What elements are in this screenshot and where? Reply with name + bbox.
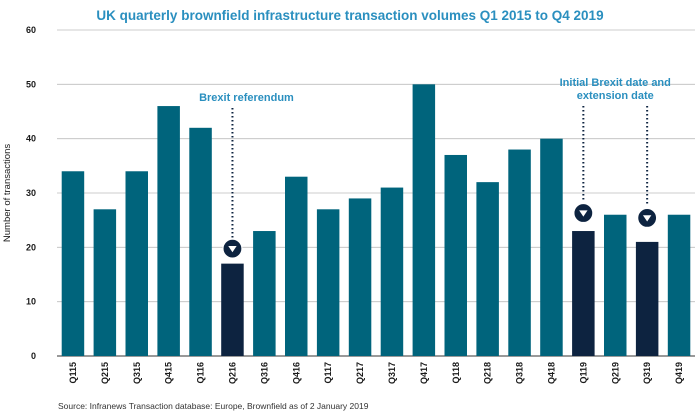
x-tick-label: Q318 [515,362,525,384]
source-note: Source: Infranews Transaction database: … [58,401,369,411]
bar-Q417 [412,84,436,356]
down-triangle-circle-icon [637,207,658,228]
x-tick-label: Q118 [451,362,461,384]
x-tick-label: Q216 [227,362,237,384]
bar-Q115 [61,171,85,356]
y-tick-label: 20 [26,242,36,252]
bar-Q319 [635,241,659,356]
y-tick-label: 60 [26,25,36,35]
x-tick-label: Q417 [419,362,429,384]
x-tick-label: Q315 [132,362,142,384]
x-tick-label: Q316 [259,362,269,384]
y-axis-ticks: 0 10 20 30 40 50 60 [26,25,36,361]
bar-Q316 [253,231,276,356]
bar-Q218 [476,182,499,356]
x-tick-label: Q115 [68,362,78,384]
x-tick-label: Q117 [323,362,333,384]
y-tick-label: 0 [31,351,36,361]
bar-Q119 [572,231,595,356]
y-tick-label: 50 [26,79,36,89]
x-tick-label: Q317 [387,362,397,384]
y-tick-label: 30 [26,188,36,198]
bar-Q418 [540,138,563,356]
bar-Q317 [380,187,404,356]
y-tick-label: 40 [26,134,36,144]
down-triangle-circle-icon [573,202,594,224]
bar-Q416 [285,176,308,356]
bar-Q315 [125,171,148,356]
bar-Q419 [667,214,691,356]
chart-title: UK quarterly brownfield infrastructure t… [96,8,603,23]
x-tick-label: Q419 [674,362,684,384]
x-axis-ticks: Q115 Q215 Q315 Q415 Q116 Q216 Q316 Q416 Q117 Q217… [68,362,684,384]
annotations: Brexit referendum Initial Brexit date and… [199,77,671,259]
bar-Q219 [604,214,627,356]
annotation-label: extension date [577,90,654,102]
bar-Q415 [157,106,180,356]
x-tick-label: Q217 [355,362,365,384]
x-tick-label: Q418 [546,362,556,384]
bars [61,84,691,356]
bar-Q117 [316,209,340,356]
y-axis-label: Number of transactions [2,144,13,242]
y-tick-label: 10 [26,297,36,307]
down-triangle-circle-icon [222,238,243,259]
bar-Q215 [93,209,117,356]
annotation-label: Brexit referendum [199,92,294,104]
x-tick-label: Q415 [164,362,174,384]
bar-Q118 [444,154,467,356]
annotation-label: Initial Brexit date and [560,77,671,89]
x-tick-label: Q215 [100,362,110,384]
x-tick-label: Q218 [483,362,493,384]
x-tick-label: Q219 [610,362,620,384]
bar-Q116 [189,127,212,356]
bar-Q216 [221,263,244,356]
bar-Q217 [348,198,372,356]
x-tick-label: Q116 [196,362,206,384]
x-tick-label: Q319 [642,362,652,384]
x-tick-label: Q119 [578,362,588,384]
x-tick-label: Q416 [291,362,301,384]
bar-Q318 [508,149,531,356]
